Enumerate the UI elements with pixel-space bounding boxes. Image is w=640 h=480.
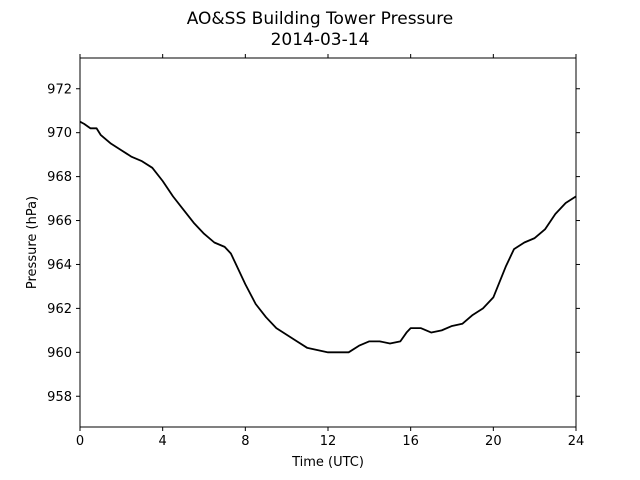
y-axis-label: Pressure (hPa): [25, 196, 40, 289]
x-tick-label: 20: [485, 434, 502, 449]
chart-subtitle: 2014-03-14: [271, 30, 370, 50]
x-tick-label: 8: [241, 434, 249, 449]
y-tick-label: 968: [47, 170, 72, 185]
y-tick-label: 970: [47, 126, 72, 141]
y-tick-label: 960: [47, 346, 72, 361]
x-axis-label: Time (UTC): [291, 455, 364, 470]
plot-area: [79, 120, 577, 354]
x-tick-label: 0: [76, 434, 84, 449]
y-tick-label: 962: [47, 302, 72, 317]
plot-frame: [79, 57, 577, 428]
y-axis: 958 960 962 964 966 968 970 972: [47, 82, 580, 405]
x-tick-label: 24: [568, 434, 585, 449]
y-tick-label: 964: [47, 258, 72, 273]
x-tick-label: 12: [320, 434, 337, 449]
x-axis: 0 4 8 12 16 20 24: [76, 54, 584, 449]
chart-title: AO&SS Building Tower Pressure: [187, 9, 454, 29]
x-tick-label: 4: [159, 434, 167, 449]
y-tick-label: 972: [47, 82, 72, 97]
y-tick-label: 958: [47, 390, 72, 405]
series-line: [79, 120, 577, 354]
x-tick-label: 16: [402, 434, 419, 449]
y-tick-label: 966: [47, 214, 72, 229]
